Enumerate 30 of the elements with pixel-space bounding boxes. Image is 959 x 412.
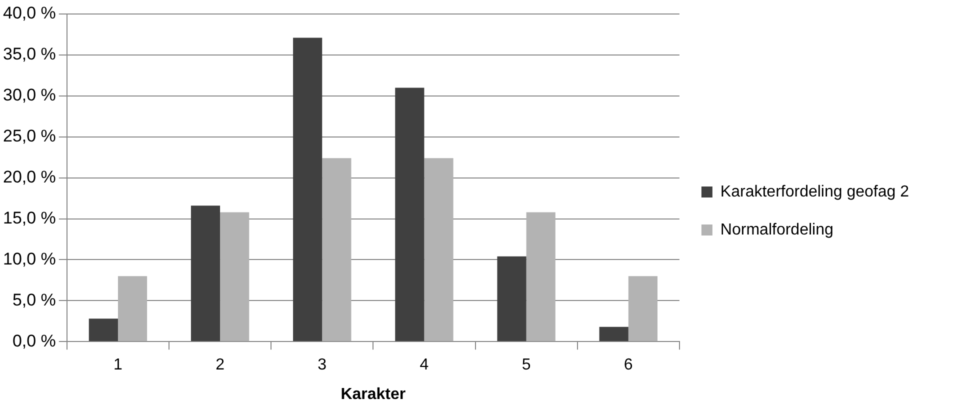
y-tick-label: 10,0 % (2, 249, 56, 268)
bar (628, 276, 658, 342)
y-tick-label: 25,0 % (2, 126, 56, 146)
y-tick-label: 15,0 % (2, 208, 56, 228)
x-tick-label: 6 (624, 356, 633, 374)
bar (190, 206, 220, 342)
y-tick-label: 20,0 % (2, 167, 56, 186)
y-tick-label: 40,0 % (2, 4, 56, 23)
x-tick-label: 4 (420, 356, 429, 374)
legend-label: Normalfordeling (720, 221, 834, 238)
x-tick-label: 5 (522, 356, 531, 374)
x-axis-title: Karakter (340, 386, 406, 403)
y-tick-label: 0,0 % (12, 331, 56, 350)
bar (118, 276, 148, 342)
bar (599, 326, 628, 342)
bar (88, 318, 118, 342)
x-tick-label: 2 (216, 356, 225, 374)
bar (424, 158, 454, 342)
bar (322, 158, 352, 342)
bar (395, 88, 424, 342)
bar (526, 212, 556, 342)
y-tick-label: 35,0 % (2, 44, 56, 64)
y-tick-label: 30,0 % (2, 86, 56, 105)
bar (497, 256, 526, 342)
bar (293, 38, 322, 342)
bar (220, 212, 250, 342)
x-tick-label: 1 (114, 356, 123, 374)
x-tick-label: 3 (318, 356, 327, 374)
legend-label: Karakterfordeling geofag 2 (720, 183, 910, 200)
y-tick-label: 5,0 % (12, 290, 56, 310)
